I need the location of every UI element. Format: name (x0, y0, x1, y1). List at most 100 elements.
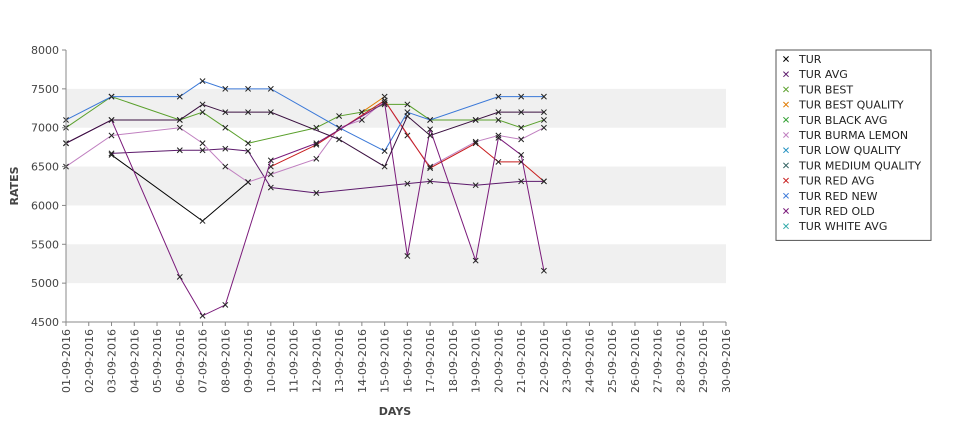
data-point (427, 132, 434, 139)
data-point (381, 99, 388, 106)
data-point (176, 273, 183, 280)
data-point (472, 182, 479, 189)
x-tick-label: 27-09-2016 (652, 329, 665, 393)
data-point (358, 116, 365, 123)
data-point (199, 218, 206, 224)
data-point (783, 223, 789, 230)
data-point (313, 140, 320, 147)
data-point (313, 190, 320, 196)
x-tick-label: 20-09-2016 (492, 329, 505, 393)
data-point (540, 109, 547, 116)
legend-label: TUR BURMA LEMON (798, 129, 908, 142)
data-point (267, 109, 274, 116)
data-point (404, 180, 411, 187)
x-tick-label: 12-09-2016 (310, 329, 323, 393)
data-point (176, 124, 183, 131)
x-tick-label: 18-09-2016 (447, 329, 460, 393)
data-point (267, 157, 274, 164)
legend-label: TUR RED AVG (798, 175, 874, 188)
x-tick-label: 16-09-2016 (401, 329, 414, 393)
data-point (472, 257, 479, 264)
data-point (783, 208, 789, 214)
legend-label: TUR AVG (798, 68, 848, 81)
x-tick-label: 07-09-2016 (197, 329, 210, 393)
x-tick-label: 03-09-2016 (106, 329, 119, 393)
grid-band (66, 166, 726, 206)
data-point (783, 56, 789, 62)
data-point (199, 78, 206, 85)
data-point (267, 85, 274, 92)
x-tick-label: 25-09-2016 (606, 329, 619, 393)
data-point (783, 86, 789, 93)
y-tick-label: 4500 (31, 316, 59, 329)
x-tick-label: 17-09-2016 (424, 329, 437, 393)
x-tick-label: 21-09-2016 (515, 329, 528, 393)
plot-background-bands (66, 50, 726, 322)
x-tick-label: 28-09-2016 (674, 329, 687, 393)
data-point (336, 113, 343, 120)
legend-label: TUR LOW QUALITY (798, 144, 901, 157)
data-point (222, 85, 229, 92)
data-point (495, 93, 502, 100)
data-point (495, 109, 502, 116)
data-point (199, 101, 206, 108)
y-tick-label: 6000 (31, 199, 59, 212)
data-point (222, 163, 229, 170)
data-point (245, 109, 252, 116)
data-point (381, 97, 388, 104)
data-point (495, 116, 502, 123)
data-point (245, 85, 252, 92)
data-point (108, 150, 115, 157)
data-point (472, 138, 479, 145)
data-point (108, 93, 115, 100)
data-point (518, 151, 525, 158)
data-point (404, 252, 411, 259)
data-point (783, 101, 789, 108)
data-point (783, 192, 789, 199)
y-axis-title: RATES (8, 166, 21, 205)
data-point (495, 158, 502, 165)
data-point (540, 93, 547, 100)
data-point (495, 134, 502, 141)
data-point (176, 147, 183, 154)
series-line (65, 80, 544, 152)
data-point (313, 155, 320, 162)
data-point (199, 140, 206, 147)
grid-band (66, 244, 726, 284)
data-point (267, 171, 274, 178)
y-tick-label: 6500 (31, 161, 59, 174)
x-tick-label: 30-09-2016 (720, 329, 733, 393)
data-point (427, 165, 434, 172)
x-tick-label: 13-09-2016 (333, 329, 346, 393)
data-point (540, 124, 547, 131)
legend: TUR TUR AVG TUR BEST TUR BEST QUALITY TUR BL… (775, 49, 932, 241)
x-tick-label: 24-09-2016 (583, 329, 596, 393)
data-point (313, 141, 320, 148)
data-point (222, 109, 229, 116)
data-point (336, 136, 343, 143)
axes: 4500 5000 5500 6000 6500 7000 7500 8000 01-09-20… (31, 44, 733, 393)
data-point (199, 312, 206, 319)
x-tick-label: 26-09-2016 (629, 329, 642, 393)
legend-box (775, 49, 932, 241)
y-tick-label: 7500 (31, 83, 59, 96)
data-point (404, 101, 411, 108)
data-point (245, 140, 252, 147)
data-point (245, 179, 252, 186)
x-tick-label: 09-09-2016 (242, 329, 255, 393)
data-point (381, 148, 388, 154)
data-point (222, 124, 229, 131)
legend-label: TUR MEDIUM QUALITY (798, 159, 921, 172)
series-line (65, 102, 545, 317)
x-tick-label: 29-09-2016 (697, 329, 710, 393)
data-point (472, 116, 479, 123)
y-tick-label: 7000 (31, 122, 59, 135)
data-point (540, 178, 547, 185)
x-tick-label: 01-09-2016 (60, 329, 73, 393)
legend-label: TUR BEST (798, 83, 853, 96)
data-point (518, 124, 525, 131)
data-point (518, 109, 525, 116)
data-point (783, 71, 789, 78)
x-tick-label: 08-09-2016 (219, 329, 232, 393)
data-point (518, 93, 525, 100)
